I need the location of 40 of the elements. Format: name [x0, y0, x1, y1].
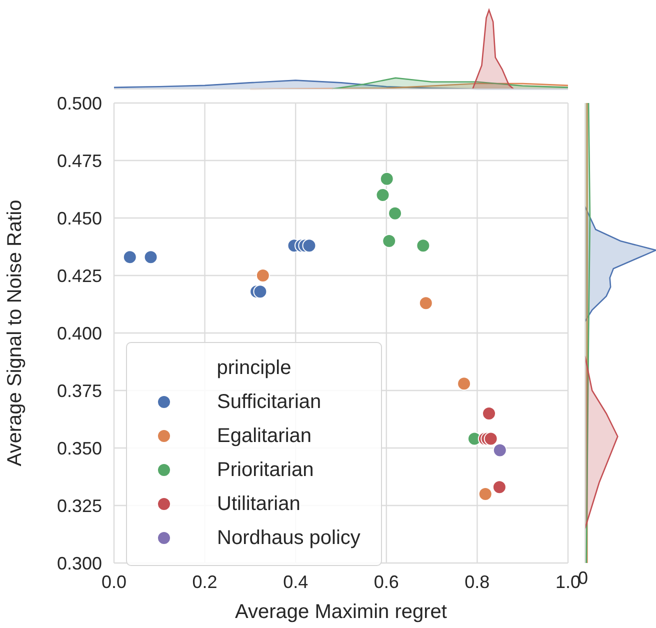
- point: [482, 406, 496, 420]
- x-tick-label: 0.4: [283, 572, 308, 592]
- point: [492, 443, 507, 458]
- legend-label: Utilitarian: [217, 492, 300, 516]
- x-tick-label: 0.6: [374, 572, 399, 592]
- point: [256, 268, 270, 282]
- y-tick-label: 0.450: [56, 208, 102, 228]
- x-axis-title: Average Maximin regret: [235, 601, 448, 623]
- legend-label: Nordhaus policy: [217, 526, 360, 550]
- point: [492, 480, 506, 494]
- point: [382, 234, 396, 248]
- point: [457, 376, 472, 391]
- legend-title: principle: [216, 356, 292, 381]
- point: [144, 250, 158, 264]
- point: [484, 432, 498, 446]
- point: [416, 238, 430, 253]
- point: [418, 296, 433, 310]
- y-tick-label: 0.325: [56, 496, 102, 516]
- y-tick-label: 0.400: [56, 323, 102, 344]
- y-tick-label: 0.375: [56, 380, 102, 401]
- point: [388, 206, 402, 220]
- point: [478, 487, 492, 501]
- y-tick-label: 0.475: [56, 150, 102, 171]
- legend-label: Sufficitarian: [217, 390, 322, 414]
- point: [376, 188, 390, 202]
- legend-label: Prioritarian: [217, 458, 314, 482]
- x-tick-label: 0.8: [464, 572, 490, 592]
- y-axis-title: Average Signal to Noise Ratio: [4, 200, 26, 466]
- point: [302, 238, 316, 253]
- legend-label: Egalitarian: [217, 424, 312, 448]
- y-tick-label: 0.500: [56, 93, 102, 114]
- point: [253, 284, 268, 299]
- point: [380, 172, 394, 186]
- x-tick-label: 0.2: [192, 572, 218, 592]
- point: [122, 250, 137, 264]
- y-tick-label: 0.350: [56, 438, 102, 458]
- text: 0: [578, 568, 588, 588]
- y-tick-label: 0.425: [56, 266, 102, 286]
- y-tick-label: 0.300: [56, 553, 102, 574]
- x-tick-label: 0.0: [101, 572, 127, 592]
